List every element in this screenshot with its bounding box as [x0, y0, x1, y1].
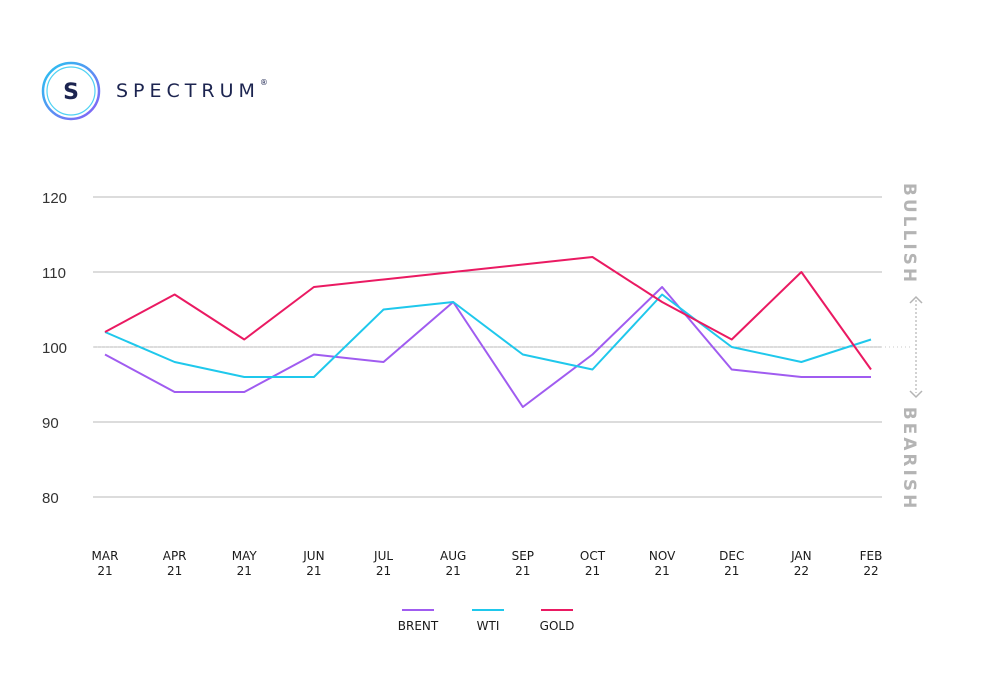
series-line-wti: [104, 293, 872, 378]
spectrum-logo-icon: S: [41, 61, 101, 121]
series-line-brent: [104, 286, 871, 408]
bearish-label: BEARISH: [899, 407, 919, 512]
y-tick-label: 110: [42, 265, 66, 282]
series-lines: [104, 256, 872, 408]
grid-lines: [93, 196, 912, 498]
down-arrow-icon: [909, 390, 923, 399]
series-line-gold: [104, 256, 872, 371]
brand-name: SPECTRUM®: [116, 78, 268, 102]
brand-name-text: SPECTRUM: [116, 80, 260, 102]
x-tick-label: DEC 21: [719, 549, 744, 578]
x-tick-label: MAR 21: [92, 549, 119, 578]
y-tick-label: 90: [42, 415, 59, 432]
legend-label: WTI: [477, 619, 500, 633]
x-tick-label: SEP 21: [512, 549, 534, 578]
x-axis: MAR 21 APR 21 MAY 21 JUN 21 JUL 21 AUG 21 SEP 21 OCT 21…: [92, 549, 883, 578]
x-tick-label: APR 21: [163, 549, 187, 578]
y-tick-label: 120: [42, 190, 67, 207]
y-axis: 80 90 100 110 120: [42, 190, 67, 507]
registered-mark: ®: [259, 78, 268, 87]
x-tick-label: FEB 22: [860, 549, 883, 578]
y-tick-label: 100: [42, 340, 67, 357]
bullish-label: BULLISH: [899, 183, 919, 285]
sentiment-scale: BULLISH BEARISH: [899, 183, 923, 512]
logo-letter: S: [63, 80, 79, 105]
y-tick-label: 80: [42, 490, 59, 507]
legend-label: BRENT: [398, 619, 439, 633]
x-tick-label: NOV 21: [649, 549, 676, 578]
legend-label: GOLD: [540, 619, 575, 633]
legend: BRENT WTI GOLD: [398, 609, 575, 633]
x-tick-label: MAY 21: [232, 549, 258, 578]
brand-logo: S SPECTRUM®: [40, 60, 268, 122]
x-tick-label: JUL 21: [373, 549, 393, 578]
x-tick-label: JAN 22: [790, 549, 812, 578]
x-tick-label: OCT 21: [580, 549, 606, 578]
x-tick-label: JUN 21: [302, 549, 324, 578]
x-tick-label: AUG 21: [440, 549, 466, 578]
up-arrow-icon: [909, 295, 923, 304]
